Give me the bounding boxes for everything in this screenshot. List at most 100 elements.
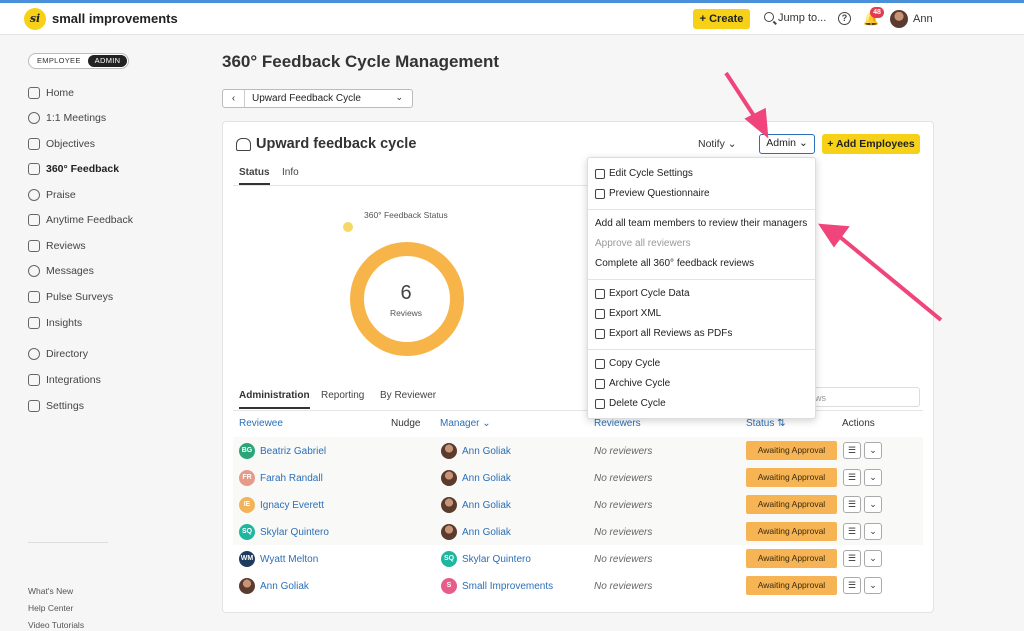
chevron-down-icon[interactable]: ⌄ — [864, 577, 882, 594]
header-status-label: Status — [746, 418, 775, 429]
sidebar-item-praise[interactable]: Praise — [28, 186, 76, 204]
toggle-admin[interactable]: ADMIN — [87, 55, 128, 67]
sidebar-item-label: Objectives — [46, 138, 96, 150]
list-icon[interactable]: ☰ — [843, 442, 861, 459]
manager-cell[interactable]: Ann Goliak — [441, 497, 511, 513]
sidebar-item-insights[interactable]: Insights — [28, 314, 82, 332]
chevron-down-icon[interactable]: ⌄ — [864, 469, 882, 486]
whats-new-link[interactable]: What's New — [28, 586, 74, 596]
admin-button[interactable]: Admin ⌄ — [759, 134, 815, 154]
list-icon[interactable]: ☰ — [843, 469, 861, 486]
menu-divider — [588, 279, 815, 280]
menu-item-export-cycle-data[interactable]: Export Cycle Data — [595, 288, 690, 299]
sidebar-item-objectives[interactable]: Objectives — [28, 135, 95, 153]
subtab-by-reviewer[interactable]: By Reviewer — [380, 390, 437, 401]
reviewee-cell[interactable]: FR Farah Randall — [239, 470, 323, 486]
pencil-icon — [595, 168, 605, 179]
reviewee-cell[interactable]: WM Wyatt Melton — [239, 551, 318, 567]
sidebar-item-label: Insights — [46, 317, 83, 329]
menu-item-add-all-team-members-to-review-their-managers[interactable]: Add all team members to review their man… — [595, 218, 807, 229]
menu-item-delete-cycle[interactable]: Delete Cycle — [595, 398, 666, 409]
list-icon[interactable]: ☰ — [843, 496, 861, 513]
sidebar-item-reviews[interactable]: Reviews — [28, 237, 86, 255]
cycle-select-value: Upward Feedback Cycle — [252, 93, 361, 104]
menu-item-label: Add all team members to review their man… — [595, 218, 808, 229]
avatar: SQ — [239, 524, 255, 540]
brand-name[interactable]: small improvements — [52, 11, 178, 26]
menu-item-preview-questionnaire[interactable]: Preview Questionnaire — [595, 188, 710, 199]
header-reviewers[interactable]: Reviewers — [594, 418, 641, 429]
user-name[interactable]: Ann — [913, 13, 933, 25]
feedback-icon — [28, 214, 40, 226]
jump-to-label: Jump to... — [778, 12, 827, 24]
list-icon[interactable]: ☰ — [843, 523, 861, 540]
sidebar-item-directory[interactable]: Directory — [28, 345, 88, 363]
manager-cell[interactable]: Ann Goliak — [441, 443, 511, 459]
header-manager[interactable]: Manager ⌄ — [440, 418, 491, 429]
menu-item-copy-cycle[interactable]: Copy Cycle — [595, 358, 660, 369]
chevron-down-icon[interactable]: ⌄ — [864, 442, 882, 459]
donut-ring — [350, 242, 464, 356]
subtab-reporting[interactable]: Reporting — [321, 390, 365, 401]
sort-icon: ⇅ — [777, 418, 786, 429]
menu-item-export-xml[interactable]: Export XML — [595, 308, 661, 319]
chevron-down-icon: ⌄ — [482, 418, 491, 429]
manager-name: Ann Goliak — [462, 499, 511, 511]
sidebar-item-pulse-surveys[interactable]: Pulse Surveys — [28, 288, 113, 306]
toggle-employee[interactable]: EMPLOYEE — [37, 56, 81, 65]
status-badge: Awaiting Approval — [746, 522, 837, 541]
help-icon[interactable]: ? — [838, 12, 851, 25]
manager-name: Ann Goliak — [462, 445, 511, 457]
reviewee-name: Ann Goliak — [260, 580, 309, 592]
sidebar-item-integrations[interactable]: Integrations — [28, 371, 101, 389]
chevron-down-icon[interactable]: ⌄ — [864, 550, 882, 567]
role-toggle[interactable]: EMPLOYEE ADMIN — [28, 53, 130, 69]
help-center-link[interactable]: Help Center — [28, 603, 74, 613]
reviewee-cell[interactable]: BG Beatriz Gabriel — [239, 443, 326, 459]
sidebar-item-messages[interactable]: Messages — [28, 262, 94, 280]
menu-item-archive-cycle[interactable]: Archive Cycle — [595, 378, 670, 389]
card-title-text: Upward feedback cycle — [256, 136, 417, 152]
logo-icon[interactable]: si — [24, 8, 46, 30]
menu-item-label: Copy Cycle — [609, 358, 661, 369]
reviewers-cell: No reviewers — [594, 472, 653, 484]
sidebar-item-label: Integrations — [46, 374, 101, 386]
user-avatar[interactable] — [890, 10, 908, 28]
menu-item-label: Complete all 360° feedback reviews — [595, 258, 755, 269]
notify-label: Notify — [698, 138, 725, 150]
header-status[interactable]: Status ⇅ — [746, 418, 786, 429]
sidebar-item-1-1-meetings[interactable]: 1:1 Meetings — [28, 109, 106, 127]
subtabs-divider — [233, 410, 923, 411]
menu-item-edit-cycle-settings[interactable]: Edit Cycle Settings — [595, 168, 693, 179]
reviewee-cell[interactable]: Ann Goliak — [239, 578, 309, 594]
menu-item-export-all-reviews-as-pdfs[interactable]: Export all Reviews as PDFs — [595, 328, 732, 339]
tab-status[interactable]: Status — [239, 167, 270, 185]
menu-item-complete-all-360-feedback-reviews[interactable]: Complete all 360° feedback reviews — [595, 258, 754, 269]
sidebar-item-anytime-feedback[interactable]: Anytime Feedback — [28, 211, 133, 229]
video-tutorials-link[interactable]: Video Tutorials — [28, 620, 85, 630]
search-input[interactable]: ws — [800, 387, 920, 407]
jump-to-button[interactable]: Jump to... — [764, 12, 826, 24]
create-button[interactable]: + Create — [693, 9, 750, 29]
list-icon[interactable]: ☰ — [843, 577, 861, 594]
tab-info[interactable]: Info — [282, 167, 299, 178]
reviewee-cell[interactable]: SQ Skylar Quintero — [239, 524, 329, 540]
manager-cell[interactable]: SQ Skylar Quintero — [441, 551, 531, 567]
manager-cell[interactable]: Ann Goliak — [441, 470, 511, 486]
list-icon[interactable]: ☰ — [843, 550, 861, 567]
sidebar-item-360-feedback[interactable]: 360° Feedback — [28, 160, 119, 178]
manager-cell[interactable]: Ann Goliak — [441, 524, 511, 540]
sidebar-item-settings[interactable]: Settings — [28, 397, 84, 415]
chevron-left-icon[interactable]: ‹ — [223, 90, 245, 107]
chevron-down-icon[interactable]: ⌄ — [864, 496, 882, 513]
reviewee-cell[interactable]: IE Ignacy Everett — [239, 497, 324, 513]
header-reviewee[interactable]: Reviewee — [239, 418, 283, 429]
add-employees-button[interactable]: + Add Employees — [822, 134, 920, 154]
cycle-select[interactable]: ‹ Upward Feedback Cycle ⌄ — [222, 89, 413, 108]
chevron-down-icon[interactable]: ⌄ — [864, 523, 882, 540]
meetings-icon — [28, 112, 40, 124]
sidebar-item-home[interactable]: Home — [28, 84, 74, 102]
notify-button[interactable]: Notify ⌄ — [698, 138, 737, 150]
manager-cell[interactable]: S Small Improvements — [441, 578, 553, 594]
subtab-administration[interactable]: Administration — [239, 390, 310, 409]
